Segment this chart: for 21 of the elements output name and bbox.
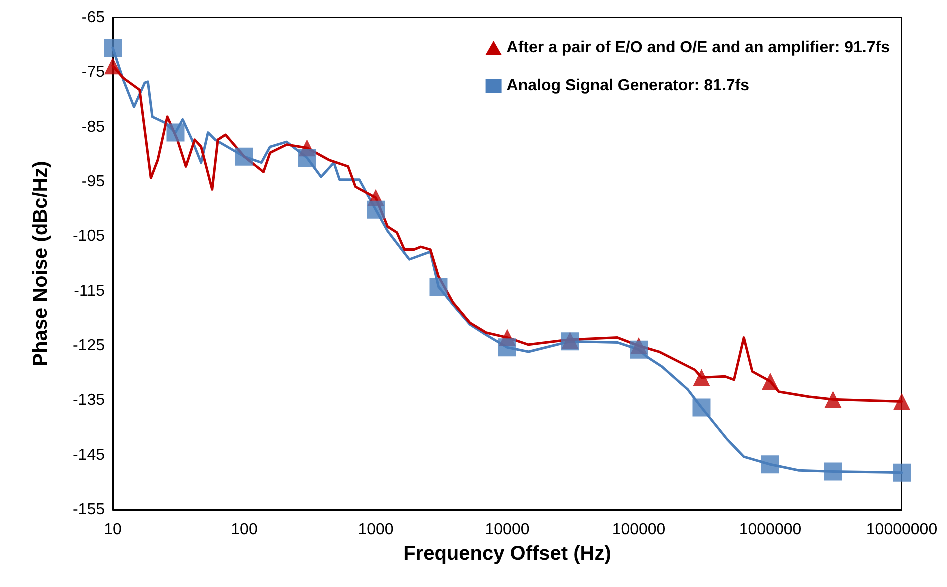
x-tick-label: 10000 bbox=[485, 522, 530, 538]
y-tick-label: -65 bbox=[82, 10, 106, 26]
y-tick-label: -75 bbox=[82, 64, 106, 82]
y-axis-title: Phase Noise (dBc/Hz) bbox=[30, 161, 52, 367]
legend-label: After a pair of E/O and O/E and an amplifier: 91.7fs bbox=[506, 40, 890, 56]
x-tick-label: 1000 bbox=[358, 522, 394, 538]
y-tick-label: -145 bbox=[72, 446, 106, 464]
y-tick-label: -95 bbox=[82, 174, 106, 190]
y-tick-label: -135 bbox=[72, 392, 106, 410]
y-tick-label: -115 bbox=[74, 282, 106, 300]
x-tick-label: 10 bbox=[104, 522, 122, 538]
x-tick-label: 10000000 bbox=[866, 522, 938, 538]
y-tick-label: -125 bbox=[72, 338, 106, 354]
y-tick-label: -155 bbox=[72, 502, 106, 518]
legend-label: Analog Signal Generator: 81.7fs bbox=[506, 78, 750, 94]
y-tick-label: -85 bbox=[82, 118, 106, 136]
y-tick-label: -105 bbox=[72, 228, 106, 246]
x-tick-label: 1000000 bbox=[739, 522, 802, 538]
x-tick-label: 100 bbox=[231, 522, 258, 538]
x-axis-title: Frequency Offset (Hz) bbox=[404, 543, 612, 565]
x-tick-label: 100000 bbox=[612, 522, 666, 538]
